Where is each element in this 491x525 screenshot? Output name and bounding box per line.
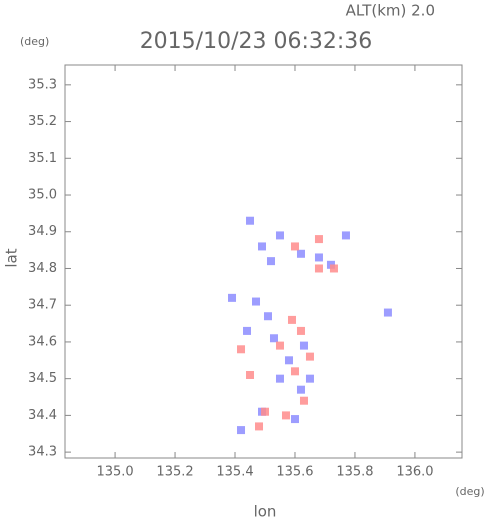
y-tick-label: 34.6: [28, 334, 57, 349]
radar-echo: [246, 216, 255, 225]
y-tick-label: 34.7: [28, 298, 57, 313]
x-unit: (deg): [455, 485, 484, 498]
radar-echo: [269, 334, 278, 343]
radar-echo: [314, 264, 323, 273]
radar-echo: [258, 242, 267, 251]
chart-title: 2015/10/23 06:32:36: [140, 29, 373, 54]
radar-echo: [314, 235, 323, 244]
radar-echo: [296, 385, 305, 394]
radar-echo: [329, 264, 338, 273]
radar-echo: [252, 297, 261, 306]
radar-echo: [383, 308, 392, 317]
radar-echo: [255, 422, 264, 431]
radar-echo: [237, 345, 246, 354]
x-tick-label: 135.4: [216, 465, 253, 480]
y-tick-label: 34.9: [28, 224, 57, 239]
x-tick-label: 135.0: [96, 465, 133, 480]
radar-echo: [341, 231, 350, 240]
radar-echo: [243, 326, 252, 335]
radar-echo: [299, 341, 308, 350]
radar-echo: [284, 356, 293, 365]
radar-echo: [260, 407, 269, 416]
y-unit: (deg): [20, 35, 49, 48]
x-tick-label: 135.6: [276, 465, 313, 480]
x-tick-label: 136.0: [396, 465, 433, 480]
y-tick-label: 35.2: [28, 114, 57, 129]
x-tick-label: 135.2: [156, 465, 193, 480]
radar-echo: [287, 315, 296, 324]
radar-echo: [290, 415, 299, 424]
radar-echo: [275, 341, 284, 350]
radar-echo: [281, 411, 290, 420]
radar-echo: [296, 249, 305, 258]
y-tick-label: 35.1: [28, 151, 57, 166]
y-tick-label: 34.8: [28, 261, 57, 276]
y-tick-label: 34.4: [28, 408, 57, 423]
radar-echo: [305, 352, 314, 361]
radar-echo: [266, 257, 275, 266]
plot-frame: [64, 64, 463, 459]
radar-echo: [263, 312, 272, 321]
y-tick-label: 35.3: [28, 77, 57, 92]
radar-echo: [246, 370, 255, 379]
y-axis-label: lat: [3, 248, 21, 267]
y-tick-label: 34.5: [28, 371, 57, 386]
radar-echo: [290, 242, 299, 251]
radar-echo: [275, 231, 284, 240]
y-tick-label: 34.3: [28, 445, 57, 460]
radar-echo: [299, 396, 308, 405]
radar-echo: [296, 326, 305, 335]
radar-echo: [275, 374, 284, 383]
x-axis-label: lon: [254, 503, 277, 521]
radar-echo: [314, 253, 323, 262]
radar-echo: [237, 426, 246, 435]
x-tick-label: 135.8: [336, 465, 373, 480]
y-tick-label: 35.0: [28, 188, 57, 203]
altitude-label: ALT(km) 2.0: [346, 2, 435, 20]
radar-echo: [290, 367, 299, 376]
radar-echo: [305, 374, 314, 383]
radar-echo: [228, 293, 237, 302]
